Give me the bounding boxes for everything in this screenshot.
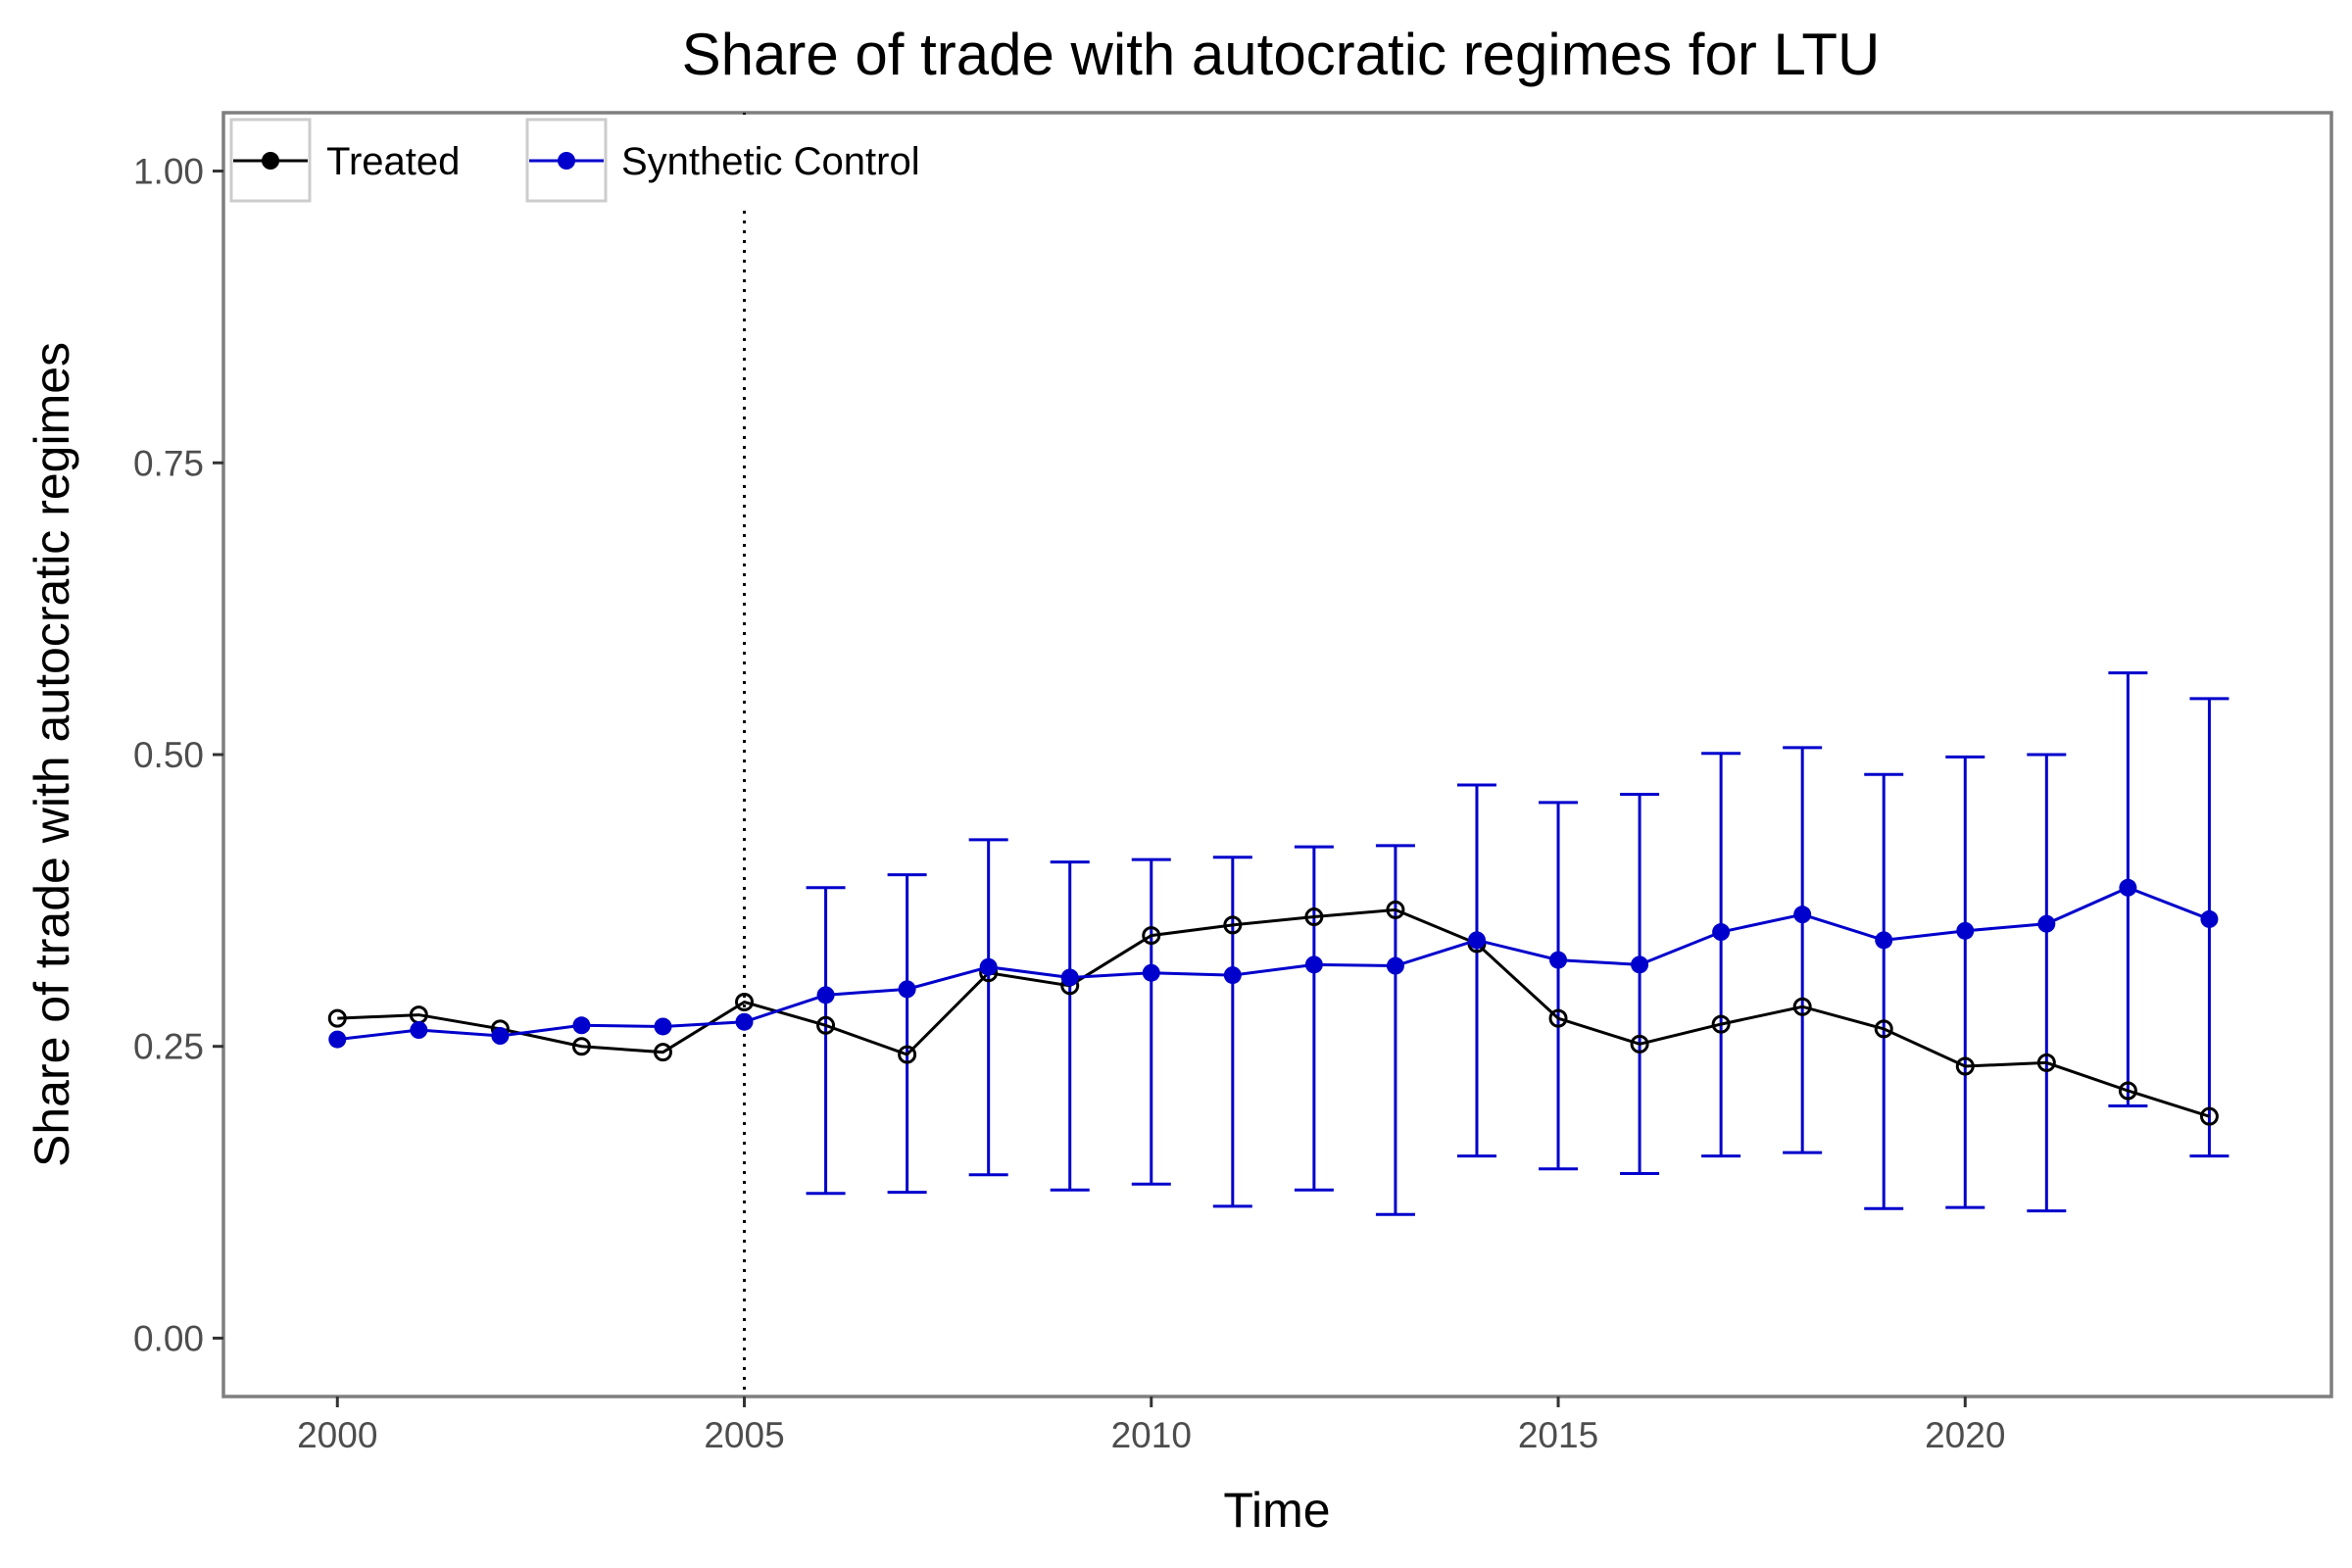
synthetic-point [1549, 951, 1568, 969]
treated-point [653, 1043, 672, 1062]
synthetic-point [1875, 931, 1893, 950]
synthetic-point [1142, 963, 1160, 982]
treated-point [1792, 997, 1812, 1016]
synthetic-point [1060, 968, 1079, 987]
x-tick-label: 2020 [1925, 1415, 2005, 1455]
legend-key-box-synthetic [525, 118, 608, 203]
synthetic-point [1304, 956, 1323, 974]
treated-point [1142, 926, 1161, 946]
treated-point [1711, 1014, 1731, 1034]
treated-point [1955, 1056, 1975, 1076]
synthetic-point [328, 1030, 347, 1049]
error-bar [1945, 755, 1985, 1209]
error-bar [1212, 856, 1252, 1208]
legend-key-box-treated [229, 118, 312, 203]
synthetic-point [979, 957, 998, 976]
y-tick-label: 0.00 [133, 1318, 204, 1358]
error-bar [1131, 858, 1171, 1186]
treated-point [2036, 1053, 2056, 1072]
error-bar [1375, 844, 1415, 1216]
treated-point [2199, 1106, 2219, 1126]
y-tick-label: 0.25 [133, 1027, 204, 1067]
treated-point [2118, 1081, 2137, 1101]
error-bar [887, 873, 927, 1195]
synthetic-point [1386, 956, 1404, 975]
x-tick-label: 2015 [1518, 1415, 1598, 1455]
treated-point [1630, 1034, 1649, 1054]
error-bar [1701, 752, 1741, 1158]
synthetic-point [1223, 966, 1242, 985]
synthetic-point [491, 1027, 510, 1046]
treated-point [1304, 907, 1324, 927]
error-bar [1539, 801, 1579, 1171]
treated-point [1386, 900, 1405, 919]
y-axis-title: Share of trade with autocratic regimes [24, 342, 79, 1167]
error-bar [968, 838, 1008, 1177]
treated-point [1548, 1008, 1568, 1028]
error-bar [1050, 860, 1090, 1192]
synthetic-point [2119, 878, 2137, 897]
treated-point [571, 1037, 591, 1056]
y-tick-label: 0.50 [133, 735, 204, 775]
synthetic-point [1631, 956, 1649, 974]
synthetic-point [735, 1012, 754, 1031]
y-axis: 0.00 0.25 0.50 0.75 1.00 [133, 152, 223, 1358]
error-bar [1864, 772, 1904, 1210]
y-tick-label: 1.00 [133, 152, 204, 192]
error-bar [806, 886, 846, 1196]
synthetic-point [1712, 923, 1731, 942]
synthetic-point [654, 1017, 672, 1036]
plot-frame [221, 111, 2333, 1398]
treated-line [337, 907, 2210, 1118]
legend-label-synthetic: Synthetic Control [621, 140, 920, 183]
legend-key-point-synthetic [558, 152, 575, 170]
error-bar [1456, 783, 1496, 1158]
synthetic-point [1467, 931, 1486, 950]
error-bar [2027, 753, 2067, 1213]
legend: Treated Synthetic Control [225, 115, 988, 206]
legend-key-point-treated [262, 152, 279, 170]
synthetic-point [816, 986, 835, 1004]
synthetic-point [572, 1016, 591, 1035]
treated-point [898, 1045, 917, 1064]
synthetic-line [337, 886, 2210, 1042]
x-axis-title: Time [1223, 1483, 1330, 1538]
synthetic-point [1956, 921, 1975, 940]
x-axis: 2000 2005 2010 2015 2020 [297, 1396, 2005, 1455]
treated-point [1223, 915, 1243, 935]
synthetic-point [410, 1021, 428, 1040]
synthetic-point [2200, 909, 2219, 928]
error-bar [1783, 746, 1823, 1154]
treated-point [735, 992, 755, 1011]
treated-point [327, 1008, 347, 1028]
error-bar [1620, 792, 1660, 1176]
x-tick-label: 2005 [704, 1415, 784, 1455]
synthetic-point [898, 980, 916, 999]
x-tick-label: 2010 [1111, 1415, 1192, 1455]
synthetic-point [1793, 906, 1812, 924]
treated-point [1874, 1019, 1893, 1039]
treated-point [816, 1015, 836, 1035]
synthetic-error-bars [806, 671, 2230, 1216]
series-synthetic-control [328, 878, 2219, 1049]
error-bar [1294, 845, 1334, 1192]
chart-title: Share of trade with autocratic regimes f… [682, 22, 1881, 87]
legend-label-treated: Treated [326, 140, 460, 183]
synthetic-point [2037, 914, 2056, 933]
y-tick-label: 0.75 [133, 443, 204, 483]
x-tick-label: 2000 [297, 1415, 377, 1455]
